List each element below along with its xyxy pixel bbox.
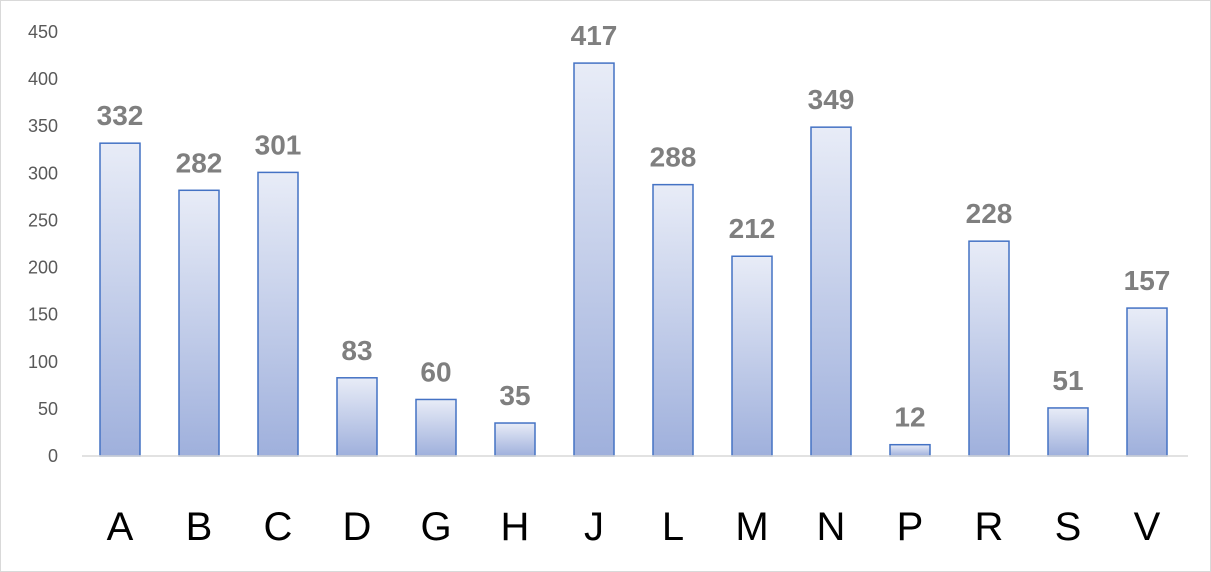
x-tick-label-p: P xyxy=(897,505,924,549)
bar-p xyxy=(889,443,931,457)
y-tick-label: 200 xyxy=(28,258,58,278)
bar-s xyxy=(1047,407,1089,457)
data-label-h: 35 xyxy=(499,380,530,411)
y-tick-label: 50 xyxy=(38,399,58,419)
x-tick-label-j: J xyxy=(584,505,604,549)
x-tick-label-s: S xyxy=(1055,505,1082,549)
y-tick-label: 400 xyxy=(28,69,58,89)
bar-c xyxy=(257,171,299,457)
data-label-p: 12 xyxy=(894,402,925,433)
x-tick-label-l: L xyxy=(662,505,684,549)
y-tick-label: 450 xyxy=(28,22,58,42)
x-tick-label-a: A xyxy=(107,505,134,549)
bar-n xyxy=(810,126,852,457)
bar-m xyxy=(731,255,773,457)
y-axis: 0 50 100 150 200 250 300 350 400 450 xyxy=(28,22,58,466)
y-tick-label: 350 xyxy=(28,116,58,136)
data-label-d: 83 xyxy=(341,335,372,366)
data-label-r: 228 xyxy=(966,198,1013,229)
data-label-l: 288 xyxy=(650,142,697,173)
y-tick-label: 150 xyxy=(28,305,58,325)
bar-l xyxy=(652,183,694,457)
bar-d xyxy=(336,377,378,457)
bar-h xyxy=(494,422,536,457)
x-tick-label-g: G xyxy=(420,505,451,549)
data-label-m: 212 xyxy=(729,213,776,244)
data-label-b: 282 xyxy=(176,147,223,178)
data-label-a: 332 xyxy=(97,100,144,131)
bar-v xyxy=(1126,307,1168,457)
y-tick-label: 250 xyxy=(28,210,58,230)
x-tick-label-c: C xyxy=(264,505,293,549)
y-tick-label: 0 xyxy=(48,446,58,466)
x-tick-label-r: R xyxy=(975,505,1004,549)
x-tick-label-b: B xyxy=(186,505,213,549)
bar-r xyxy=(968,240,1010,457)
data-label-j: 417 xyxy=(571,20,618,51)
data-label-g: 60 xyxy=(420,356,451,387)
y-tick-label: 100 xyxy=(28,352,58,372)
bar-j xyxy=(573,62,615,457)
x-tick-label-h: H xyxy=(501,505,530,549)
bars xyxy=(99,62,1168,457)
data-label-n: 349 xyxy=(808,84,855,115)
x-tick-label-v: V xyxy=(1134,505,1161,549)
x-tick-label-d: D xyxy=(343,505,372,549)
x-tick-label-n: N xyxy=(817,505,846,549)
x-tick-label-m: M xyxy=(735,505,768,549)
data-label-v: 157 xyxy=(1124,265,1171,296)
bar-a xyxy=(99,142,141,457)
y-tick-label: 300 xyxy=(28,163,58,183)
data-label-c: 301 xyxy=(255,129,302,160)
data-label-s: 51 xyxy=(1052,365,1083,396)
bar-g xyxy=(415,398,457,457)
data-labels: 332 282 301 83 60 35 417 288 212 349 12 228 51 157 xyxy=(97,20,1171,433)
bar-b xyxy=(178,189,220,457)
